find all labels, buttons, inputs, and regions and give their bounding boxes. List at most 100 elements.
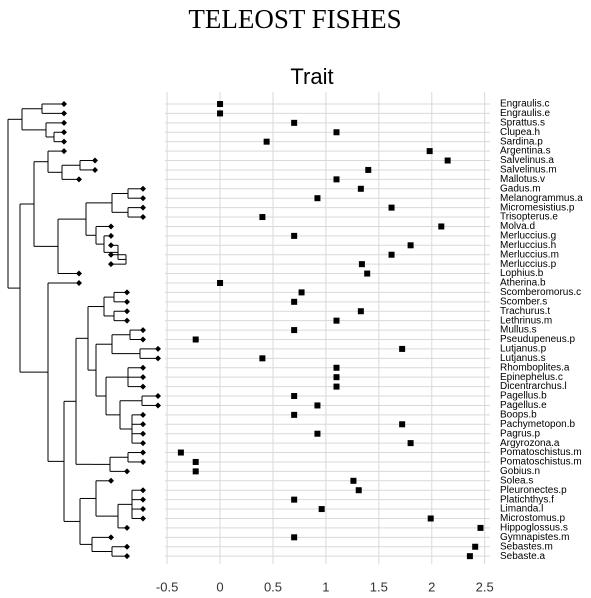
species-label: Atherina.b <box>500 278 546 289</box>
species-label: Salvelinus.a <box>500 155 554 166</box>
species-label: Lethrinus.m <box>500 315 552 326</box>
species-label: Clupea.h <box>500 127 540 138</box>
point <box>314 402 321 409</box>
species-label: Argyrozona.a <box>500 438 560 449</box>
species-label: Scomberomorus.c <box>500 287 581 298</box>
species-label: Lutjanus.s <box>500 353 546 364</box>
point <box>364 270 371 277</box>
point <box>407 440 414 447</box>
species-label: Pachymetopon.b <box>500 419 575 430</box>
point <box>426 148 433 155</box>
species-label: Solea.s <box>500 475 533 486</box>
point <box>259 355 266 362</box>
species-label: Boops.b <box>500 410 537 421</box>
species-label: Hippoglossus.s <box>500 523 568 534</box>
species-label: Mullus.s <box>500 325 537 336</box>
species-label: Sardina.p <box>500 136 543 147</box>
point <box>259 214 266 221</box>
point <box>365 166 372 173</box>
point <box>466 553 473 560</box>
species-label: Melanogrammus.a <box>500 193 583 204</box>
point <box>318 506 325 513</box>
species-label: Lutjanus.p <box>500 344 547 355</box>
species-label: Merluccius.m <box>500 249 559 260</box>
x-tick-label: 1.5 <box>370 579 388 594</box>
species-label: Sebaste.a <box>500 551 545 562</box>
species-label: Dicentrarchus.l <box>500 381 567 392</box>
species-label: Pagellus.e <box>500 400 547 411</box>
point <box>192 468 199 475</box>
species-label: Engraulis.e <box>500 108 550 119</box>
species-label: Salvelinus.m <box>500 165 557 176</box>
species-label: Rhomboplites.a <box>500 362 570 373</box>
species-label: Microstomus.p <box>500 513 565 524</box>
x-tick-label: 2 <box>428 579 435 594</box>
species-label: Merluccius.p <box>500 259 557 270</box>
point <box>477 524 484 531</box>
point <box>388 251 395 258</box>
species-label: Pagellus.b <box>500 391 547 402</box>
species-label: Gadus.m <box>500 183 541 194</box>
species-label: Epinephelus.c <box>500 372 563 383</box>
chart-title: TELEOST FISHES <box>188 4 401 34</box>
phylogeny <box>7 101 161 560</box>
point <box>314 430 321 437</box>
point <box>291 411 298 418</box>
point <box>333 364 340 371</box>
point <box>357 308 364 315</box>
point <box>333 383 340 390</box>
species-label: Platichthys.f <box>500 494 554 505</box>
point <box>263 138 270 145</box>
species-label: Micromesistius.p <box>500 202 575 213</box>
point <box>350 477 357 484</box>
point <box>314 195 321 202</box>
species-label: Limanda.l <box>500 504 543 515</box>
point <box>298 289 305 296</box>
point <box>333 317 340 324</box>
species-label: Scomber.s <box>500 296 547 307</box>
species-label: Trachurus.t <box>500 306 550 317</box>
species-label: Argentina.s <box>500 146 551 157</box>
species-label: Molva.d <box>500 221 535 232</box>
species-label: Pleuronectes.p <box>500 485 567 496</box>
x-tick-label: 0.5 <box>264 579 282 594</box>
species-label: Merluccius.h <box>500 240 556 251</box>
point <box>192 458 199 465</box>
species-label: Sebastes.m <box>500 541 553 552</box>
point <box>399 421 406 428</box>
species-label: Gymnapistes.m <box>500 532 569 543</box>
point <box>291 119 298 126</box>
species-label: Sprattus.s <box>500 117 545 128</box>
point <box>399 345 406 352</box>
species-label: Pseudupeneus.p <box>500 334 576 345</box>
x-tick-label: 2.5 <box>476 579 494 594</box>
x-tick-label: 0 <box>216 579 223 594</box>
point <box>291 232 298 239</box>
species-label: Mallotus.v <box>500 174 545 185</box>
species-label: Lophius.b <box>500 268 544 279</box>
x-tick-label: 1 <box>322 579 329 594</box>
species-label: Pomatoschistus.m <box>500 457 582 468</box>
point <box>357 185 364 192</box>
point <box>333 374 340 381</box>
species-label: Engraulis.c <box>500 99 549 110</box>
point <box>217 279 224 286</box>
point <box>427 515 434 522</box>
species-label: Trisopterus.e <box>500 212 558 223</box>
point <box>192 336 199 343</box>
species-label: Gobius.n <box>500 466 540 477</box>
point <box>438 223 445 230</box>
point <box>333 176 340 183</box>
species-label: Pomatoschistus.m <box>500 447 582 458</box>
point <box>444 157 451 164</box>
point <box>291 496 298 503</box>
point <box>291 298 298 305</box>
x-tick-label: -0.5 <box>156 579 178 594</box>
species-label: Pagrus.p <box>500 428 540 439</box>
point <box>291 327 298 334</box>
point <box>291 534 298 541</box>
point <box>217 101 224 107</box>
point <box>388 204 395 211</box>
point <box>291 393 298 400</box>
